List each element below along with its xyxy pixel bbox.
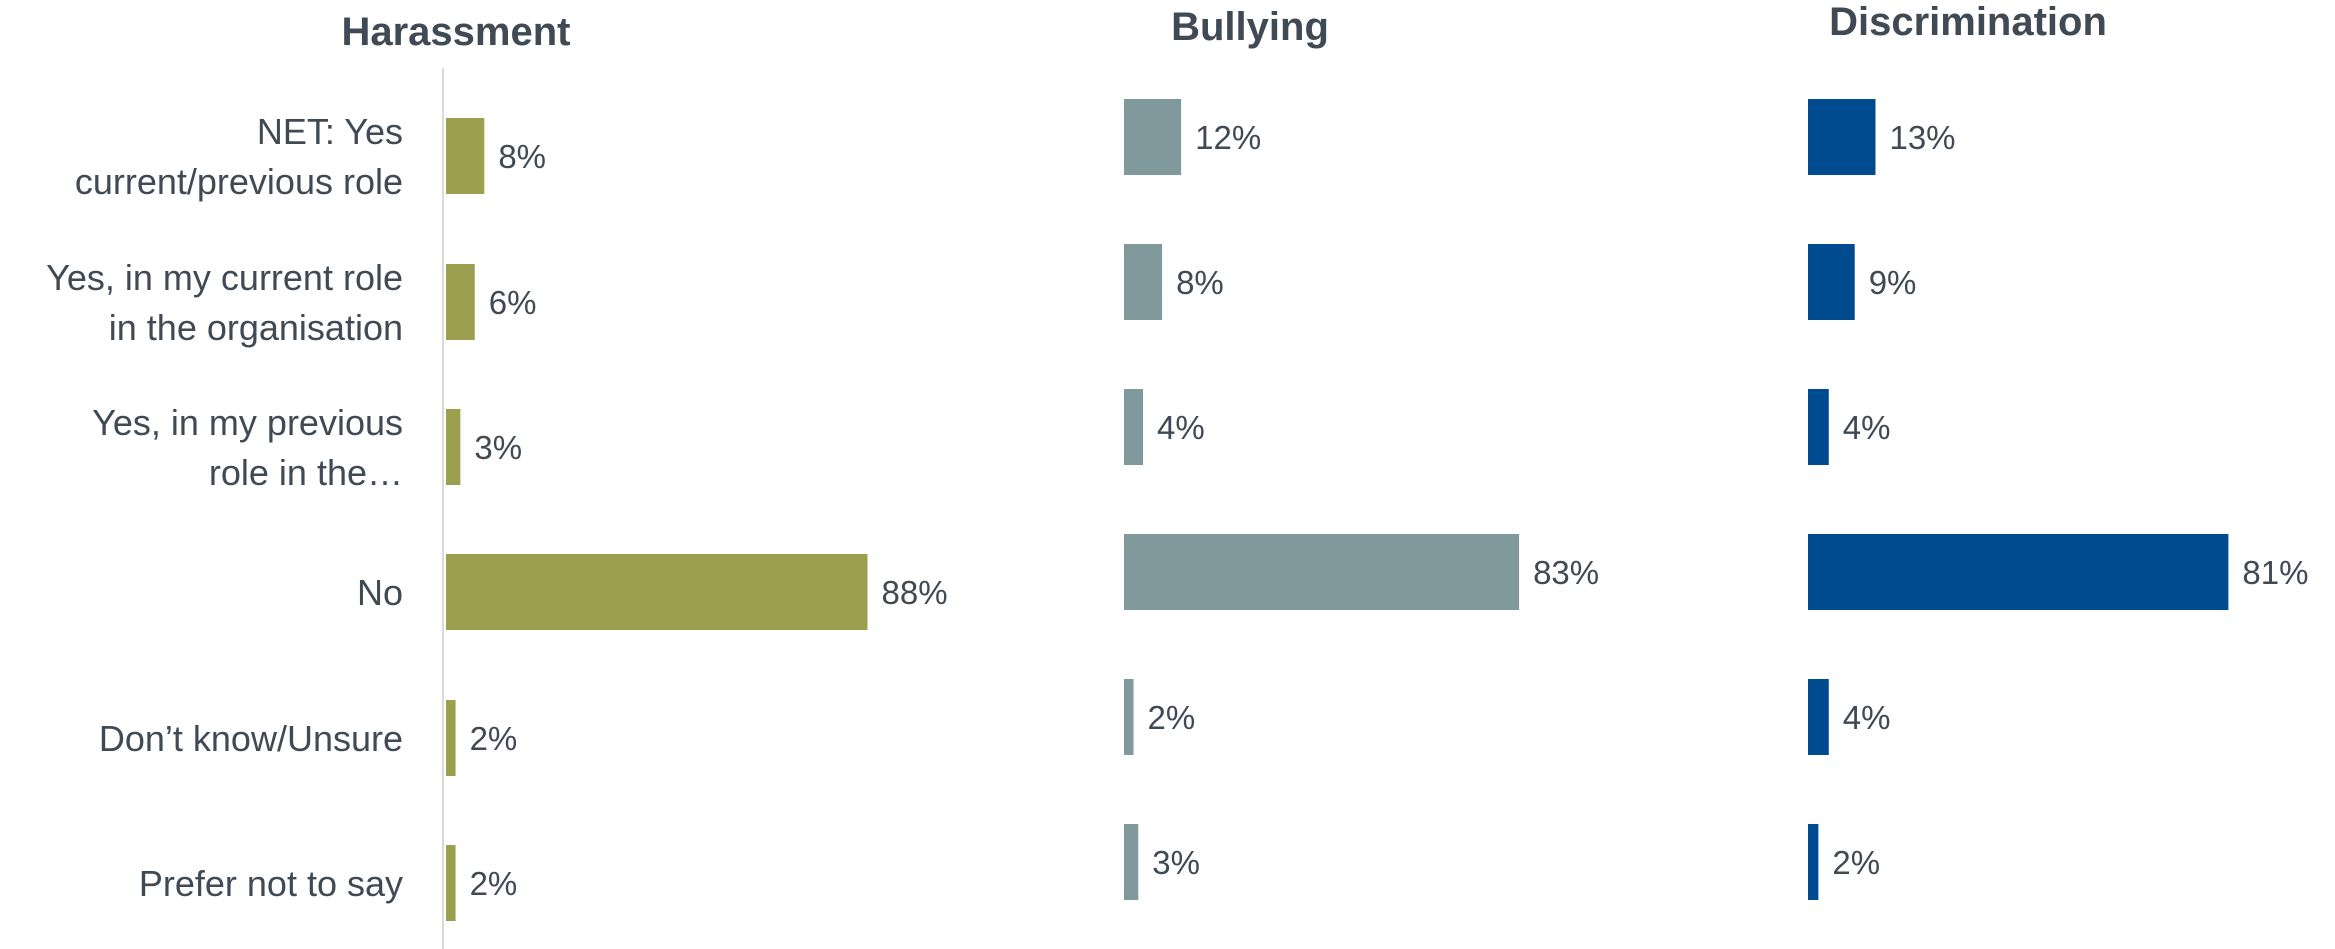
harassment-bar-6 — [446, 845, 456, 921]
harassment-bar-4 — [446, 554, 868, 630]
discrimination-bar-5 — [1808, 679, 1829, 755]
harassment-value-label-2: 6% — [489, 284, 537, 321]
bullying-bar-6 — [1124, 824, 1139, 900]
harassment-bar-2 — [446, 264, 475, 340]
harassment-value-label-1: 8% — [498, 138, 546, 175]
harassment-value-label-5: 2% — [470, 720, 518, 757]
category-label-5: Don’t know/Unsure — [99, 718, 403, 759]
harassment-bar-1 — [446, 118, 485, 194]
category-label-3-line-2: role in the… — [209, 452, 403, 493]
bullying-bar-5 — [1124, 679, 1134, 755]
bullying-value-label-1: 12% — [1195, 119, 1261, 156]
discrimination-bar-3 — [1808, 389, 1829, 465]
bullying-panel-title: Bullying — [1171, 5, 1329, 49]
harassment-panel-title: Harassment — [341, 10, 570, 54]
discrimination-bar-4 — [1808, 534, 2229, 610]
discrimination-bar-6 — [1808, 824, 1819, 900]
category-label-3: Yes, in my previous role in the… — [92, 402, 403, 493]
harassment-value-label-4: 88% — [882, 574, 948, 611]
harassment-value-label-6: 2% — [470, 865, 518, 902]
discrimination-bar-2 — [1808, 244, 1855, 320]
bullying-value-label-4: 83% — [1533, 554, 1599, 591]
discrimination-value-label-3: 4% — [1843, 409, 1891, 446]
category-label-5-line-1: Don’t know/Unsure — [99, 718, 403, 759]
discrimination-value-label-5: 4% — [1843, 699, 1891, 736]
discrimination-value-label-2: 9% — [1869, 264, 1917, 301]
category-label-2-line-1: Yes, in my current role — [46, 257, 403, 298]
bullying-value-label-3: 4% — [1157, 409, 1205, 446]
category-label-4: No — [357, 572, 403, 613]
harassment-bar-3 — [446, 409, 461, 485]
discrimination-panel-title: Discrimination — [1829, 0, 2107, 44]
category-label-1: NET: Yes current/previous role — [75, 111, 403, 202]
category-label-1-line-2: current/previous role — [75, 161, 403, 202]
bullying-bar-2 — [1124, 244, 1163, 320]
discrimination-value-label-1: 13% — [1889, 119, 1955, 156]
category-label-3-line-1: Yes, in my previous — [92, 402, 403, 443]
bullying-value-label-5: 2% — [1148, 699, 1196, 736]
category-label-1-line-1: NET: Yes — [257, 111, 403, 152]
bullying-value-label-6: 3% — [1152, 844, 1200, 881]
category-label-6: Prefer not to say — [139, 863, 403, 904]
category-label-2: Yes, in my current role in the organisati… — [46, 257, 403, 348]
category-label-6-line-1: Prefer not to say — [139, 863, 403, 904]
category-label-4-line-1: No — [357, 572, 403, 613]
discrimination-value-label-6: 2% — [1832, 844, 1880, 881]
discrimination-bar-1 — [1808, 99, 1876, 175]
category-label-2-line-2: in the organisation — [109, 307, 403, 348]
bullying-bar-3 — [1124, 389, 1144, 465]
discrimination-value-label-4: 81% — [2242, 554, 2308, 591]
bullying-value-label-2: 8% — [1176, 264, 1224, 301]
harassment-value-label-3: 3% — [474, 429, 522, 466]
harassment-bar-5 — [446, 700, 456, 776]
bullying-bar-1 — [1124, 99, 1182, 175]
bullying-bar-4 — [1124, 534, 1520, 610]
